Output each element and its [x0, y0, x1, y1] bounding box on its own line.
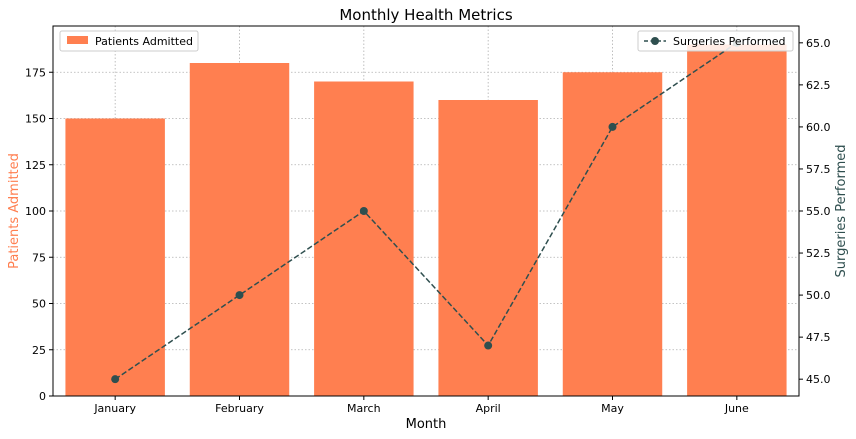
x-tick-label: May	[601, 402, 624, 415]
y2-tick-label: 57.5	[806, 163, 831, 176]
y-tick-label: 0	[39, 390, 46, 403]
y2-tick-label: 47.5	[806, 331, 831, 344]
y-axis-label: Patients Admitted	[7, 153, 22, 269]
bar-may	[562, 72, 663, 396]
y2-tick-label: 50.0	[806, 289, 831, 302]
chart-title: Monthly Health Metrics	[339, 6, 512, 24]
legend-frame	[637, 30, 794, 52]
legend-line: Surgeries Performed	[637, 30, 794, 52]
legend-label-line: Surgeries Performed	[673, 35, 786, 48]
x-tick-label: June	[724, 402, 749, 415]
x-tick-label: February	[215, 402, 264, 415]
line-point-february	[235, 291, 244, 300]
y-tick-label: 25	[32, 344, 46, 357]
x-tick-label: April	[476, 402, 501, 415]
y2-tick-label: 65.0	[806, 37, 831, 50]
bar-june	[687, 44, 787, 396]
y-tick-label: 50	[32, 298, 46, 311]
y-tick-label: 175	[25, 66, 46, 79]
line-point-april	[484, 341, 493, 350]
x-axis-label: Month	[406, 417, 447, 432]
x-axis: January February March April May June	[93, 396, 749, 415]
bar-february	[189, 63, 290, 396]
legend-label-bars: Patients Admitted	[95, 35, 193, 48]
y2-tick-label: 52.5	[806, 247, 831, 260]
y-tick-label: 125	[25, 159, 46, 172]
y2-tick-label: 60.0	[806, 121, 831, 134]
y2-axis-label: Surgeries Performed	[834, 145, 849, 278]
y2-tick-label: 45.0	[806, 373, 831, 386]
line-point-january	[111, 375, 120, 384]
x-tick-label: January	[93, 402, 136, 415]
y-axis-left: 0 25 50 75 100 125 150 175	[25, 66, 53, 403]
y2-tick-label: 62.5	[806, 79, 831, 92]
line-point-march	[359, 207, 368, 215]
y-tick-label: 100	[25, 205, 46, 218]
line-path	[114, 42, 738, 380]
legend-swatch-bars	[67, 36, 88, 44]
legend-frame	[59, 30, 199, 52]
legend-marker-line	[651, 37, 659, 45]
y-tick-label: 150	[25, 113, 46, 126]
line-point-may	[608, 122, 617, 131]
y-tick-label: 75	[32, 251, 46, 264]
legend-bars: Patients Admitted	[59, 30, 199, 52]
x-tick-label: March	[347, 402, 381, 415]
y-axis-right: 45.0 47.5 50.0 52.5 55.0 57.5 60.0 62.5 65.0	[799, 37, 831, 386]
bar-april	[438, 100, 538, 396]
bar-march	[314, 81, 414, 396]
bar-series	[65, 44, 787, 396]
bar-january	[65, 118, 165, 396]
y2-tick-label: 55.0	[806, 205, 831, 218]
